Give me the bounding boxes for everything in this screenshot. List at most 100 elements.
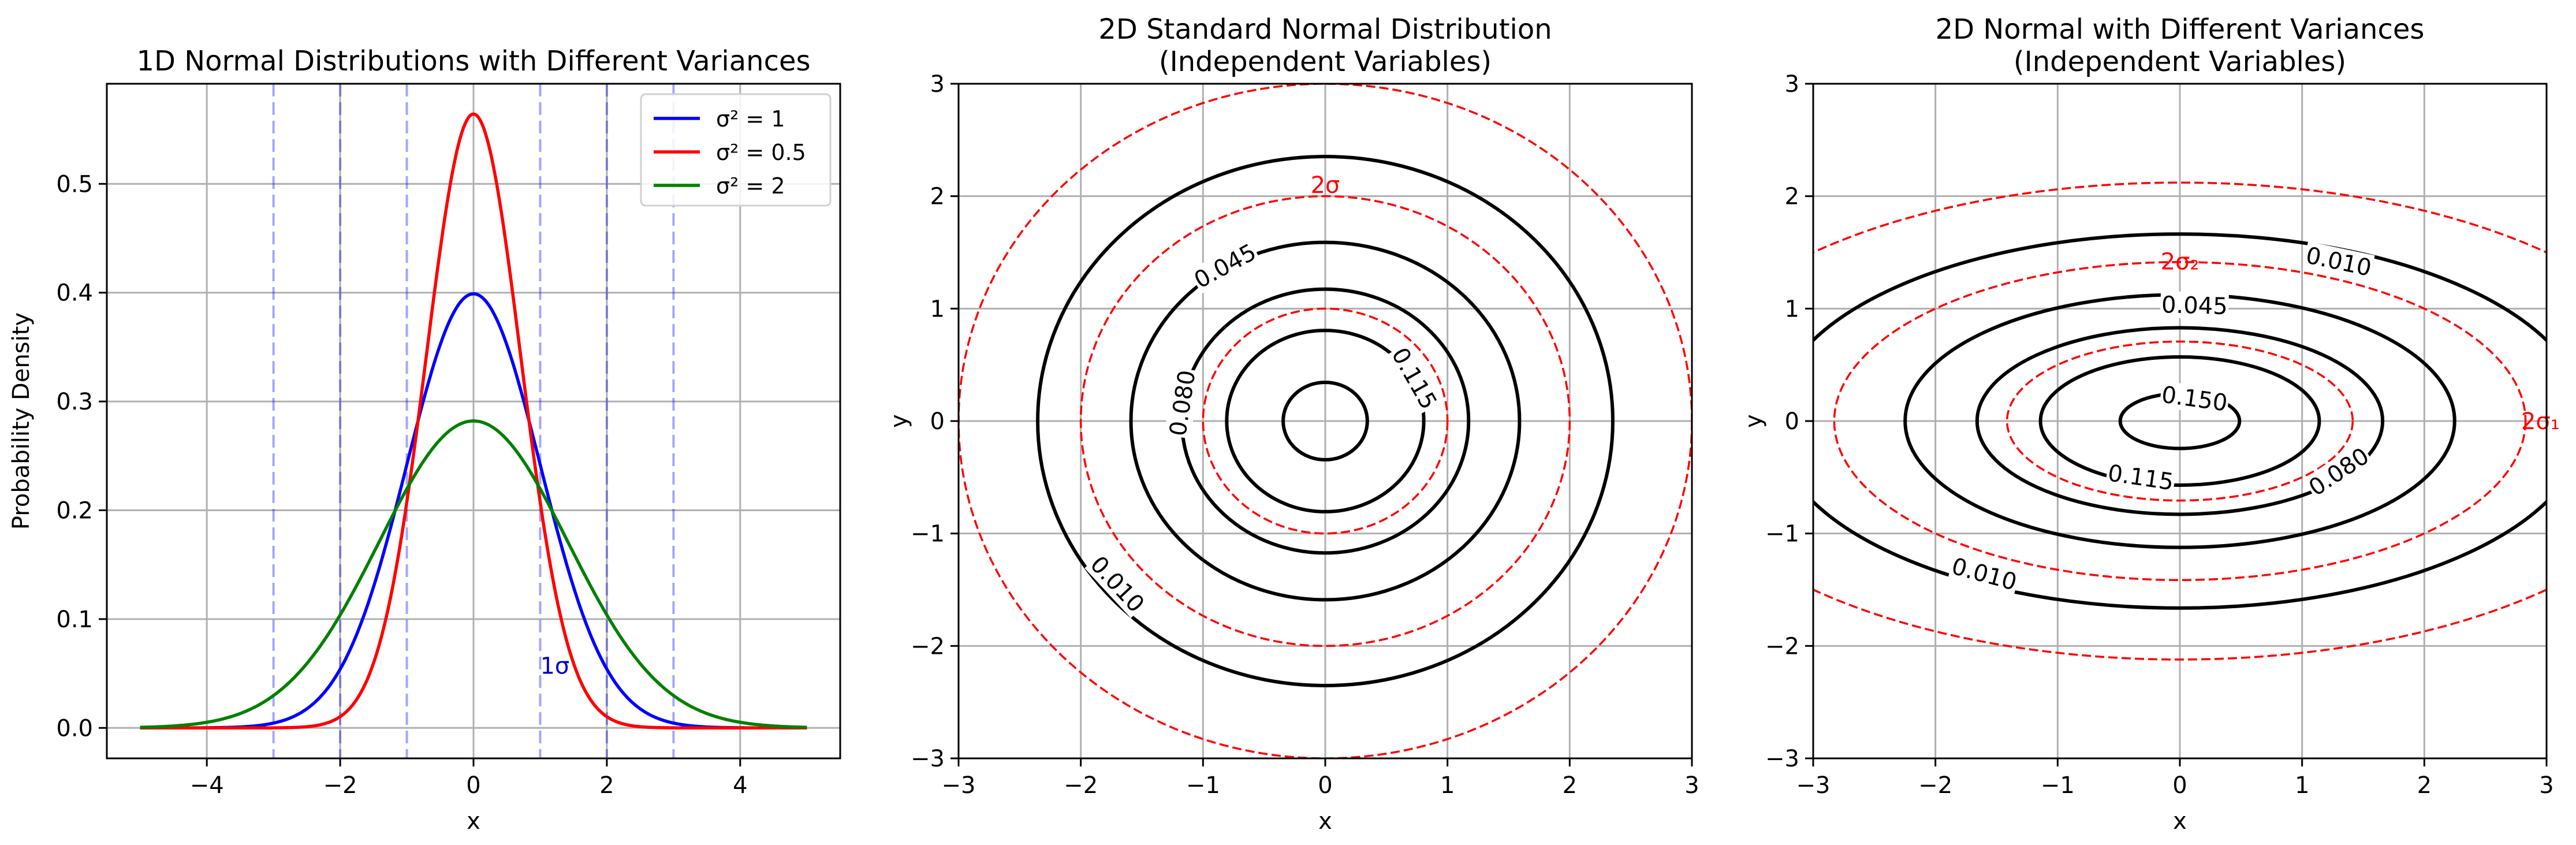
y-tick-label: 2 bbox=[930, 184, 945, 210]
contour-label-group: 0.045 bbox=[1188, 237, 1262, 294]
contour-label-group: 0.150 bbox=[2159, 381, 2230, 417]
x-tick-label: 4 bbox=[733, 772, 747, 799]
annotation: 2σ bbox=[1311, 172, 1340, 199]
x-axis-label: x bbox=[2173, 808, 2187, 835]
y-tick-label: −1 bbox=[1765, 521, 1799, 548]
y-tick-label: 1 bbox=[1785, 296, 1799, 322]
y-tick-label: 3 bbox=[930, 71, 945, 98]
contour-line bbox=[2038, 355, 2321, 487]
plot-area bbox=[140, 84, 807, 758]
chart-title-line: (Independent Variables) bbox=[2014, 46, 2346, 78]
series-line-2 bbox=[140, 112, 807, 730]
legend-entry: σ² = 0.5 bbox=[716, 140, 806, 165]
y-tick-label: 1 bbox=[930, 296, 945, 322]
contour-label: 0.080 bbox=[1165, 368, 1201, 438]
contour-label: 0.045 bbox=[1190, 239, 1261, 294]
y-tick-label: 0.4 bbox=[56, 280, 93, 307]
x-tick-label: −4 bbox=[190, 772, 224, 799]
contour-label-bg bbox=[2303, 441, 2375, 502]
contour-line bbox=[1813, 232, 2547, 610]
chart-title: 2D Standard Normal Distribution (Independ… bbox=[1098, 13, 1552, 78]
contour-label: 0.010 bbox=[2303, 242, 2374, 282]
y-tick-label: 0.2 bbox=[56, 497, 93, 524]
y-tick-label: 2 bbox=[1785, 184, 1799, 210]
contour-label-group: 0.115 bbox=[2105, 459, 2176, 496]
y-tick-label: 3 bbox=[1785, 71, 1799, 98]
x-tick-label: 2 bbox=[1563, 772, 1577, 799]
annotation: 1σ bbox=[540, 653, 569, 680]
contour-label-bg bbox=[2302, 241, 2375, 282]
y-tick-label: −3 bbox=[911, 746, 945, 772]
x-tick-label: −3 bbox=[942, 772, 976, 799]
y-tick-label: 0 bbox=[1785, 408, 1799, 435]
x-tick-label: 0 bbox=[1318, 772, 1332, 799]
x-tick-label: −2 bbox=[1918, 772, 1952, 799]
contour-line bbox=[1036, 155, 1615, 687]
legend-entry: σ² = 2 bbox=[716, 173, 785, 199]
x-tick-label: −1 bbox=[1186, 772, 1220, 799]
contour-line bbox=[1129, 240, 1522, 602]
x-tick-label: −1 bbox=[2041, 772, 2075, 799]
x-tick-label: 2 bbox=[599, 772, 614, 799]
contour-label-bg bbox=[1948, 552, 2021, 596]
contour-label-bg bbox=[2160, 291, 2229, 320]
chart-title-line: 2D Standard Normal Distribution bbox=[1098, 13, 1552, 46]
y-axis-label: y bbox=[1740, 414, 1767, 428]
x-tick-label: −3 bbox=[1796, 772, 1831, 799]
sigma-ellipse bbox=[2005, 340, 2354, 502]
x-tick-label: −2 bbox=[1064, 772, 1098, 799]
sigma-ellipse bbox=[1079, 195, 1571, 647]
chart-title-line: 1D Normal Distributions with Different V… bbox=[136, 45, 810, 77]
contour-line bbox=[1225, 329, 1426, 513]
contour-label: 0.045 bbox=[2161, 292, 2228, 320]
x-axis-label: x bbox=[1318, 808, 1332, 835]
chart-title-line: (Independent Variables) bbox=[1159, 46, 1492, 78]
contour-label-bg bbox=[1084, 550, 1151, 619]
series-line-1 bbox=[140, 292, 807, 729]
x-tick-label: 2 bbox=[2417, 772, 2432, 799]
y-tick-label: 0.5 bbox=[56, 171, 93, 198]
y-tick-label: 0.3 bbox=[56, 389, 93, 415]
plot-area bbox=[959, 84, 1692, 758]
y-tick-label: −2 bbox=[1765, 633, 1799, 660]
panel-1: 1σ σ² = 1 σ² = 0.5 σ² = 2 −4 −2 0 2 4 0.0 0.1 0.2 0.… bbox=[8, 45, 841, 835]
contour-label-group: 0.010 bbox=[1084, 550, 1151, 619]
sigma-ellipse bbox=[1813, 181, 2547, 661]
contour-label-bg bbox=[1164, 367, 1201, 439]
x-axis-label: x bbox=[467, 808, 480, 835]
x-tick-label: 0 bbox=[2172, 772, 2187, 799]
contour-label: 0.010 bbox=[1085, 551, 1150, 617]
y-tick-label: −3 bbox=[1765, 746, 1799, 772]
x-tick-label: 3 bbox=[1684, 772, 1699, 799]
y-tick-label: 0.1 bbox=[56, 606, 93, 633]
contour-label-bg bbox=[2105, 459, 2176, 496]
contour-label-bg bbox=[1386, 342, 1443, 415]
contour-label: 0.150 bbox=[2160, 381, 2229, 416]
legend-entry: σ² = 1 bbox=[716, 106, 785, 132]
legend-frame bbox=[640, 93, 832, 207]
y-tick-label: 0.0 bbox=[56, 715, 93, 742]
legend: σ² = 1 σ² = 0.5 σ² = 2 bbox=[640, 93, 832, 207]
contour-label-group: 0.115 bbox=[1386, 342, 1443, 415]
sigma-ellipse bbox=[1833, 260, 2527, 582]
contour-label-bg bbox=[1188, 237, 1262, 294]
x-tick-label: 1 bbox=[2295, 772, 2309, 799]
y-tick-label: 0 bbox=[930, 408, 945, 435]
x-tick-label: 1 bbox=[1440, 772, 1455, 799]
grid bbox=[1812, 83, 2548, 760]
contour-label: 0.115 bbox=[1386, 343, 1441, 414]
contour-label-group: 0.045 bbox=[2160, 291, 2229, 320]
x-tick-label: −2 bbox=[323, 772, 357, 799]
panel-2: 0.010 0.045 0.080 0.115 2σ −3 −2 −1 0 1 2 3 −3 −2 −1 0 1… bbox=[886, 13, 1699, 835]
chart-title: 2D Normal with Different Variances (Indep… bbox=[1936, 13, 2425, 78]
chart-title: 1D Normal Distributions with Different V… bbox=[136, 45, 810, 77]
y-axis-label: Probability Density bbox=[8, 312, 35, 530]
contour-line bbox=[1975, 326, 2385, 516]
chart-title-line: 2D Normal with Different Variances bbox=[1936, 13, 2425, 46]
y-tick-label: −2 bbox=[911, 633, 945, 660]
contour-label-group: 0.080 bbox=[1164, 367, 1201, 439]
contour-line bbox=[1281, 380, 1369, 462]
contour-label-bg bbox=[2159, 381, 2230, 416]
